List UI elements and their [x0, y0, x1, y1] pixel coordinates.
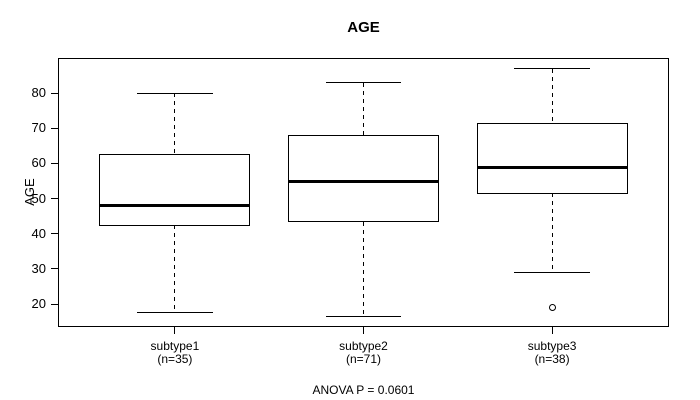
median-line: [476, 165, 628, 169]
box-subtype1: [99, 154, 251, 226]
y-tick-label: 60: [31, 155, 46, 171]
x-tick-sublabel: (n=71): [345, 352, 382, 366]
upper-whisker-cap: [137, 92, 213, 94]
x-tick: [363, 327, 364, 334]
upper-whisker: [363, 82, 364, 136]
y-tick-label: 70: [31, 120, 46, 136]
lower-whisker: [551, 193, 553, 273]
y-tick: [51, 303, 58, 305]
y-tick: [51, 127, 58, 129]
x-tick: [174, 327, 176, 334]
x-tick-sublabel: (n=35): [157, 352, 193, 366]
chart-title: AGE: [347, 19, 380, 36]
x-tick-sublabel: (n=38): [534, 352, 570, 366]
anova-annotation: ANOVA P = 0.0601: [312, 383, 415, 397]
median-line: [288, 179, 439, 183]
lower-whisker: [363, 221, 364, 317]
box-subtype2: [288, 134, 439, 222]
y-tick: [51, 198, 58, 200]
y-tick: [51, 268, 58, 270]
lower-whisker-cap: [137, 312, 213, 314]
y-tick-label: 30: [31, 260, 46, 276]
outlier-point: [548, 304, 556, 312]
x-tick: [551, 327, 553, 334]
y-tick: [51, 162, 58, 164]
upper-whisker-cap: [325, 82, 402, 84]
y-tick-label: 20: [31, 296, 46, 312]
y-tick-label: 80: [31, 85, 46, 101]
box-subtype3: [476, 122, 628, 194]
lower-whisker-cap: [325, 315, 402, 317]
plot-frame: [58, 58, 669, 327]
y-tick-label: 40: [31, 225, 46, 241]
lower-whisker-cap: [514, 271, 590, 273]
x-tick-label: subtype2: [339, 339, 388, 353]
y-tick-label: 50: [31, 190, 46, 206]
upper-whisker: [174, 93, 176, 155]
y-tick: [51, 92, 58, 94]
x-tick-label: subtype3: [527, 339, 577, 353]
lower-whisker: [174, 225, 176, 313]
plot-area: 20 30 40 50 60 70 80 subtype1 (n=35) subtype2 (n=7…: [32, 58, 669, 366]
x-tick-label: subtype1: [150, 339, 200, 353]
upper-whisker-cap: [514, 68, 590, 70]
median-line: [99, 204, 251, 208]
upper-whisker: [551, 68, 553, 124]
y-tick: [51, 233, 58, 235]
